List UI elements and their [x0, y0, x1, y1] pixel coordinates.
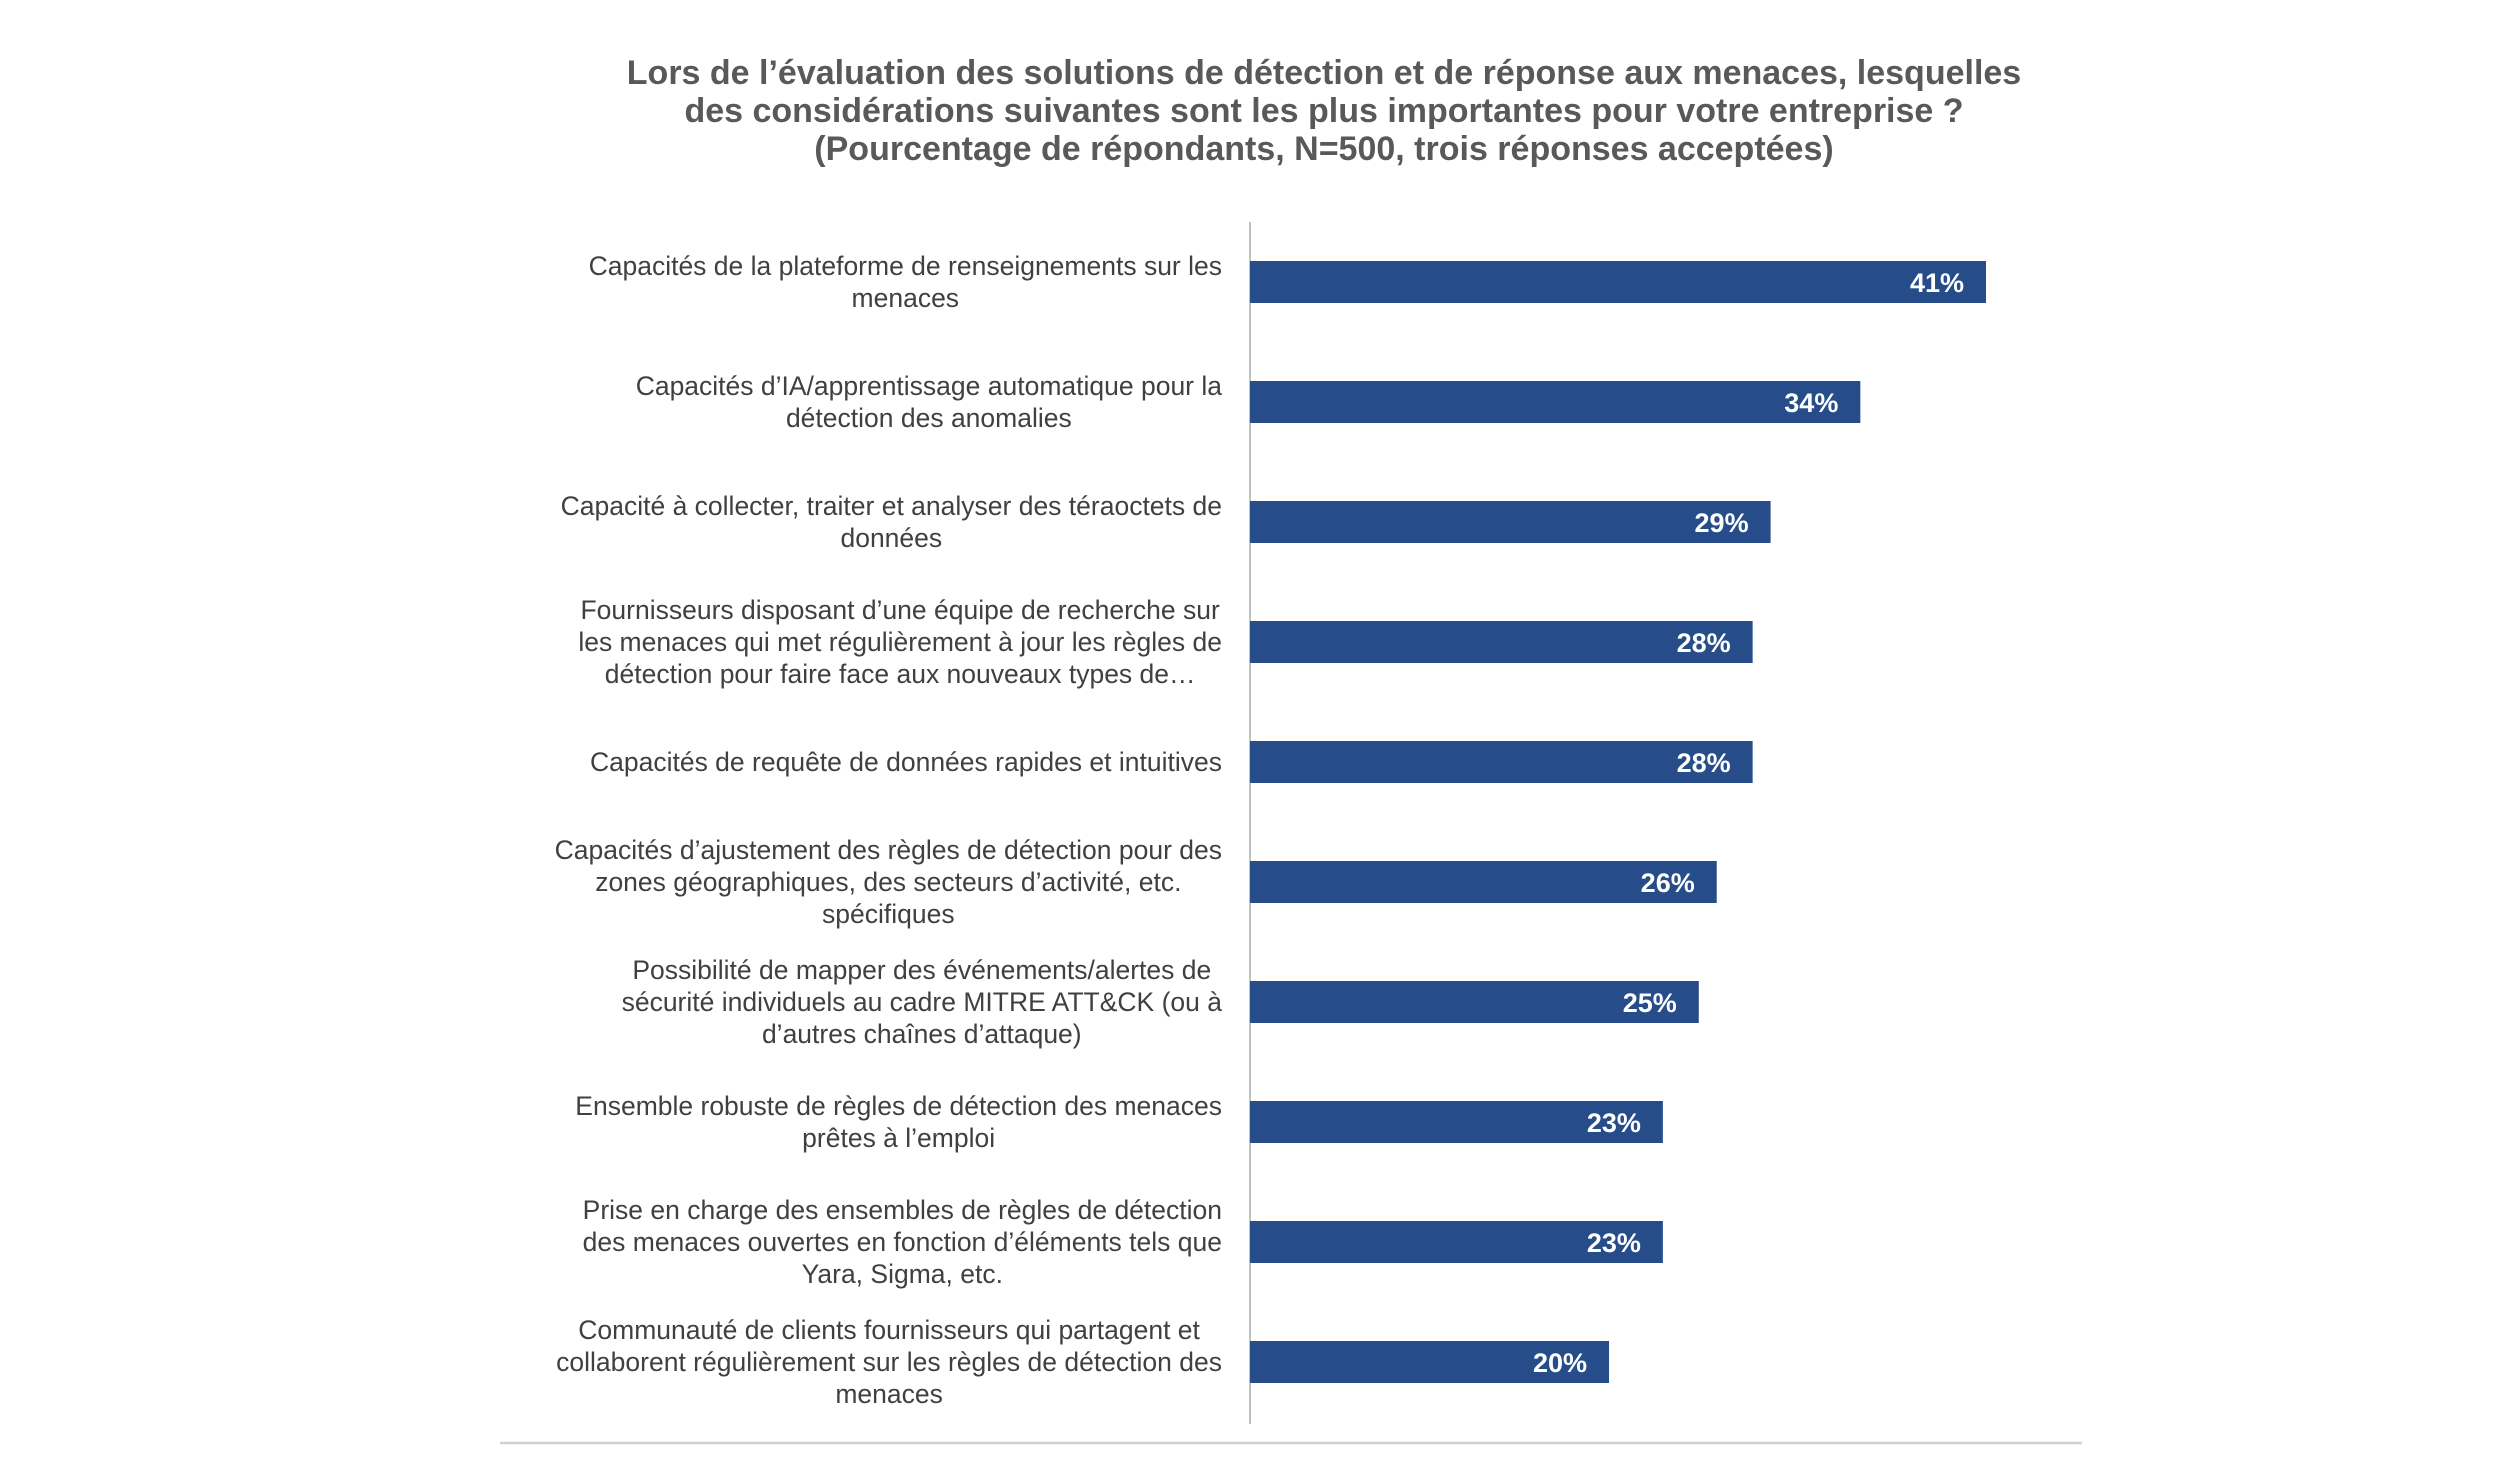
bar-3 — [1250, 501, 1771, 543]
category-label-7: Possibilité de mapper des événements/ale… — [622, 955, 1223, 1049]
value-labels: 41% 34% 29% 28% 28% 26% 25% 23% 23% 20% — [1533, 268, 1964, 1378]
category-label-6: Capacités d’ajustement des règles de dét… — [555, 835, 1222, 929]
bar-series — [1250, 261, 1986, 1383]
value-label-9: 23% — [1587, 1228, 1641, 1258]
category-label-9: Prise en charge des ensembles de règles … — [583, 1195, 1222, 1289]
bar-1 — [1250, 261, 1986, 303]
bar-5 — [1250, 741, 1753, 783]
bar-8 — [1250, 1101, 1663, 1143]
bar-2 — [1250, 381, 1861, 423]
value-label-3: 29% — [1695, 508, 1749, 538]
value-label-4: 28% — [1677, 628, 1731, 658]
category-label-3: Capacité à collecter, traiter et analyse… — [561, 491, 1222, 553]
category-label-4: Fournisseurs disposant d’une équipe de r… — [578, 595, 1222, 689]
bar-9 — [1250, 1221, 1663, 1263]
chart-title: Lors de l’évaluation des solutions de dé… — [627, 54, 2021, 168]
value-label-2: 34% — [1784, 388, 1838, 418]
value-label-10: 20% — [1533, 1348, 1587, 1378]
chart-title-line-2: des considérations suivantes sont les pl… — [684, 92, 1963, 130]
category-label-2: Capacités d’IA/apprentissage automatique… — [636, 371, 1223, 433]
bar-4 — [1250, 621, 1753, 663]
category-label-8: Ensemble robuste de règles de détection … — [575, 1091, 1222, 1153]
value-label-7: 25% — [1623, 988, 1677, 1018]
bar-7 — [1250, 981, 1699, 1023]
value-label-6: 26% — [1641, 868, 1695, 898]
bar-10 — [1250, 1341, 1610, 1383]
bar-6 — [1250, 861, 1717, 903]
value-label-8: 23% — [1587, 1108, 1641, 1138]
category-label-5: Capacités de requête de données rapides … — [590, 747, 1222, 777]
category-label-1: Capacités de la plateforme de renseignem… — [589, 251, 1222, 313]
chart-title-line-3: (Pourcentage de répondants, N=500, trois… — [814, 130, 1833, 168]
category-label-10: Communauté de clients fournisseurs qui p… — [556, 1315, 1222, 1409]
value-label-1: 41% — [1910, 268, 1964, 298]
chart-title-line-1: Lors de l’évaluation des solutions de dé… — [627, 54, 2021, 92]
value-label-5: 28% — [1677, 748, 1731, 778]
category-labels: Capacités de la plateforme de renseignem… — [555, 251, 1223, 1409]
